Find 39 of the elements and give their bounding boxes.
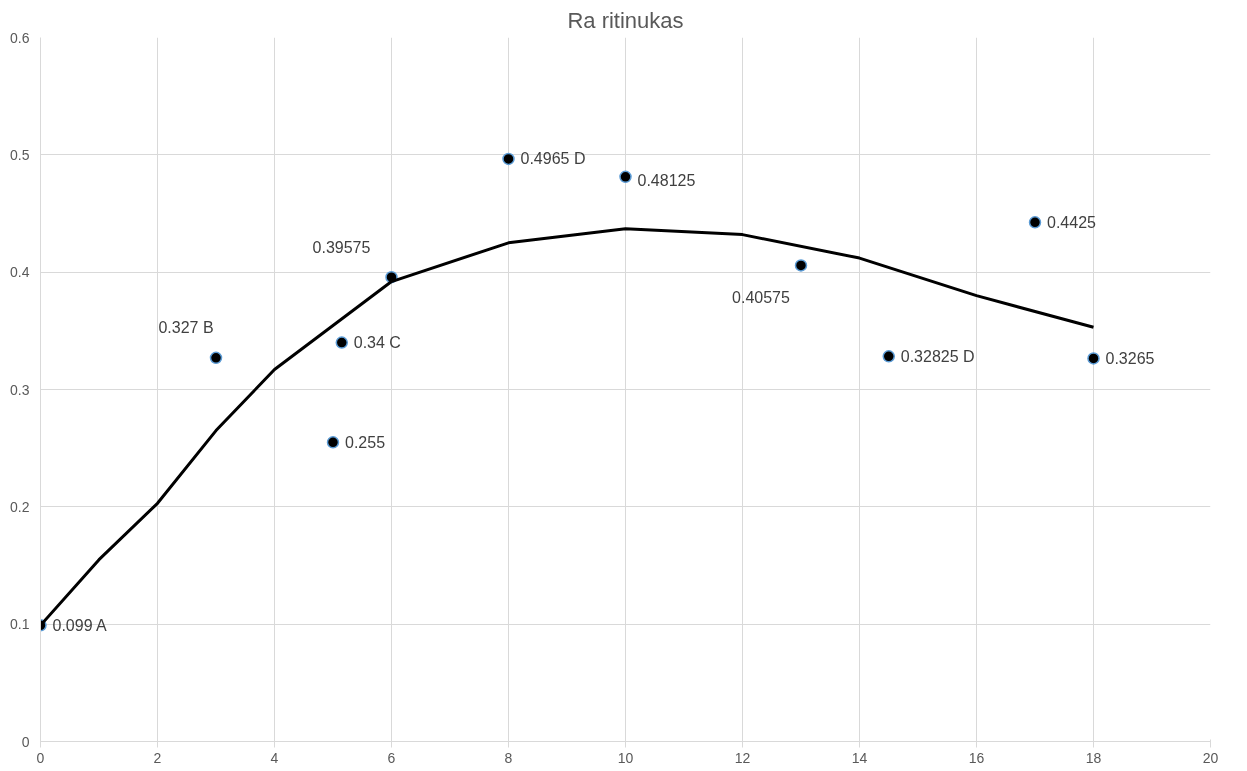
x-tick-label: 20 xyxy=(1202,749,1219,766)
x-tick-label: 4 xyxy=(270,749,279,766)
point xyxy=(1028,216,1042,229)
y-tick-label: 0.4 xyxy=(10,264,30,281)
chart-title: Ra ritinukas xyxy=(567,7,684,33)
x-tick-label: 12 xyxy=(734,749,751,766)
point xyxy=(619,170,632,184)
x-tick-label: 0 xyxy=(36,749,45,766)
data-label: 0.34 C xyxy=(353,334,401,352)
data-label: 0.4965 D xyxy=(520,150,586,168)
data-label: 0.099 A xyxy=(52,616,108,634)
y-tick-label: 0.2 xyxy=(10,498,30,515)
point xyxy=(882,350,895,363)
y-tick-label: 0.3 xyxy=(10,381,30,398)
y-tick-label: 0.1 xyxy=(10,616,30,633)
point xyxy=(794,259,808,272)
point xyxy=(335,336,349,349)
y-tick-label: 0.5 xyxy=(10,146,30,163)
data-label: 0.39575 xyxy=(312,239,371,257)
data-label: 0.4425 xyxy=(1047,214,1097,232)
x-tick-label: 8 xyxy=(504,749,513,766)
point xyxy=(502,152,515,166)
data-label: 0.255 xyxy=(345,434,386,452)
x-tick-label: 18 xyxy=(1085,749,1102,766)
data-label: 0.327 B xyxy=(158,319,214,337)
x-tick-label: 16 xyxy=(968,749,985,766)
x-tick-label: 14 xyxy=(851,749,868,766)
x-tick-label: 10 xyxy=(617,749,634,766)
point xyxy=(326,436,340,449)
data-label: 0.3265 xyxy=(1105,350,1155,368)
point xyxy=(209,351,223,365)
x-tick-label: 2 xyxy=(153,749,162,766)
data-label: 0.32825 D xyxy=(900,347,975,365)
y-tick-label: 0.6 xyxy=(10,29,30,46)
x-tick-label: 6 xyxy=(387,749,396,766)
y-tick-label: 0 xyxy=(21,733,30,750)
data-label: 0.40575 xyxy=(732,289,791,307)
data-label: 0.48125 xyxy=(637,171,696,189)
point xyxy=(1087,352,1100,365)
